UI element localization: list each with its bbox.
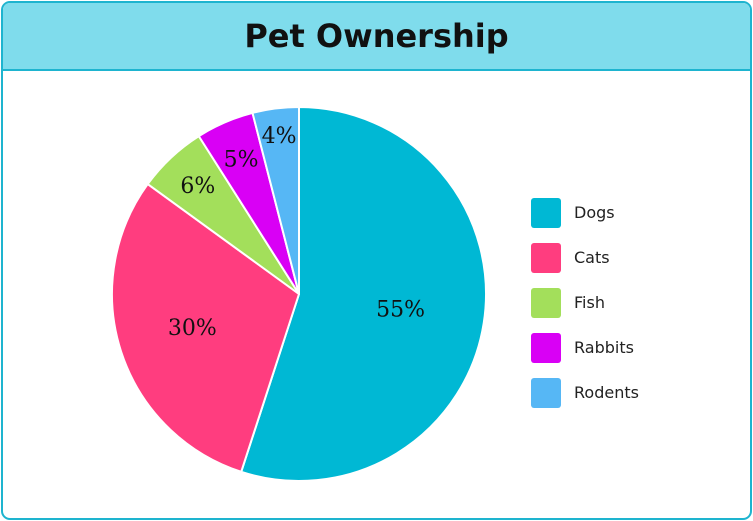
legend-swatch-rabbits xyxy=(531,332,561,363)
slice-label-dogs: 55% xyxy=(376,298,425,323)
pie-slice-rodents xyxy=(251,106,300,295)
legend-swatch-fish xyxy=(531,287,561,318)
pie-slice-cats xyxy=(111,183,300,473)
slice-label-rabbits: 5% xyxy=(224,148,259,173)
legend-swatch-rodents xyxy=(531,377,561,408)
legend-item-rodents: Rodents xyxy=(531,370,639,415)
slice-label-rodents: 4% xyxy=(262,124,297,149)
slice-label-fish: 6% xyxy=(180,174,215,199)
legend-item-fish: Fish xyxy=(531,280,639,325)
legend: Dogs Cats Fish Rabbits Rodents xyxy=(531,190,639,415)
title-bar: Pet Ownership xyxy=(3,3,750,71)
chart-title: Pet Ownership xyxy=(244,17,509,55)
legend-label-rabbits: Rabbits xyxy=(574,338,634,357)
legend-item-dogs: Dogs xyxy=(531,190,639,235)
legend-label-rodents: Rodents xyxy=(574,383,639,402)
legend-label-fish: Fish xyxy=(574,293,605,312)
legend-swatch-dogs xyxy=(531,197,561,228)
legend-item-cats: Cats xyxy=(531,235,639,280)
legend-swatch-cats xyxy=(531,242,561,273)
pie-slice-dogs xyxy=(240,106,487,482)
pie-chart: 55% 30% 6% 5%4% xyxy=(111,106,487,482)
legend-label-dogs: Dogs xyxy=(574,203,615,222)
legend-label-cats: Cats xyxy=(574,248,610,267)
legend-item-rabbits: Rabbits xyxy=(531,325,639,370)
slice-label-cats: 30% xyxy=(168,316,217,341)
